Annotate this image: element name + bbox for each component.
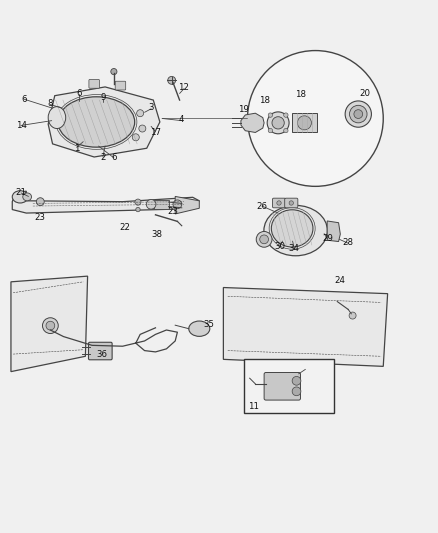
Polygon shape xyxy=(12,191,199,213)
Text: 6: 6 xyxy=(21,95,27,104)
Polygon shape xyxy=(175,197,199,214)
Text: 6: 6 xyxy=(76,89,81,98)
Text: 38: 38 xyxy=(151,230,162,239)
FancyBboxPatch shape xyxy=(272,198,286,208)
Polygon shape xyxy=(48,87,160,157)
Circle shape xyxy=(136,207,140,212)
Circle shape xyxy=(146,199,156,209)
FancyBboxPatch shape xyxy=(89,79,99,88)
FancyBboxPatch shape xyxy=(115,81,126,90)
Circle shape xyxy=(247,51,383,187)
Circle shape xyxy=(289,201,293,205)
Ellipse shape xyxy=(264,205,328,256)
Circle shape xyxy=(173,200,182,209)
Text: 1: 1 xyxy=(74,144,79,153)
Text: 23: 23 xyxy=(35,213,46,222)
Circle shape xyxy=(277,201,281,205)
Polygon shape xyxy=(292,113,317,133)
Polygon shape xyxy=(241,113,264,133)
Circle shape xyxy=(292,376,301,385)
Circle shape xyxy=(267,112,289,134)
Text: 17: 17 xyxy=(150,128,161,137)
Ellipse shape xyxy=(23,193,32,201)
Text: 23: 23 xyxy=(167,207,179,216)
Circle shape xyxy=(111,69,117,75)
FancyBboxPatch shape xyxy=(244,359,334,413)
Text: 18: 18 xyxy=(294,90,306,99)
Text: 22: 22 xyxy=(119,223,131,232)
Circle shape xyxy=(268,113,272,117)
Ellipse shape xyxy=(58,97,134,147)
Ellipse shape xyxy=(189,321,210,336)
Text: 24: 24 xyxy=(334,276,345,285)
Text: 35: 35 xyxy=(204,320,215,329)
Circle shape xyxy=(137,110,144,117)
Ellipse shape xyxy=(48,107,66,128)
Circle shape xyxy=(168,76,176,84)
Circle shape xyxy=(297,116,311,130)
Circle shape xyxy=(135,199,141,205)
Text: 8: 8 xyxy=(48,99,53,108)
Text: 26: 26 xyxy=(256,201,268,211)
Circle shape xyxy=(260,235,268,244)
FancyBboxPatch shape xyxy=(264,373,300,400)
Polygon shape xyxy=(154,200,169,209)
Circle shape xyxy=(349,312,356,319)
Circle shape xyxy=(284,128,288,133)
Text: 12: 12 xyxy=(178,83,190,92)
Ellipse shape xyxy=(271,210,313,247)
Polygon shape xyxy=(327,221,340,241)
Circle shape xyxy=(132,134,139,141)
FancyBboxPatch shape xyxy=(285,198,298,208)
Text: 20: 20 xyxy=(359,89,370,98)
Text: 6: 6 xyxy=(111,154,117,163)
Text: 30: 30 xyxy=(274,243,285,251)
Text: 34: 34 xyxy=(289,244,300,253)
Text: 29: 29 xyxy=(322,233,333,243)
Circle shape xyxy=(292,387,301,395)
Circle shape xyxy=(36,198,44,206)
Text: 9: 9 xyxy=(100,93,106,102)
Circle shape xyxy=(42,318,58,334)
Ellipse shape xyxy=(12,191,28,203)
Circle shape xyxy=(284,113,288,117)
Circle shape xyxy=(272,117,284,129)
Circle shape xyxy=(139,125,146,132)
Text: 19: 19 xyxy=(238,105,248,114)
Text: 36: 36 xyxy=(96,351,107,359)
Polygon shape xyxy=(223,287,388,366)
Circle shape xyxy=(345,101,371,127)
Text: 21: 21 xyxy=(15,189,27,197)
Text: 2: 2 xyxy=(100,154,106,163)
Circle shape xyxy=(354,110,363,118)
Circle shape xyxy=(350,106,367,123)
Circle shape xyxy=(268,128,272,133)
Text: 3: 3 xyxy=(148,103,154,112)
Circle shape xyxy=(256,231,272,247)
Text: 18: 18 xyxy=(259,96,271,106)
FancyBboxPatch shape xyxy=(88,342,112,360)
Text: 4: 4 xyxy=(179,115,184,124)
Text: 14: 14 xyxy=(15,121,27,130)
Text: 28: 28 xyxy=(343,238,354,247)
Polygon shape xyxy=(11,276,88,372)
Circle shape xyxy=(46,321,55,330)
Text: 11: 11 xyxy=(247,402,259,411)
